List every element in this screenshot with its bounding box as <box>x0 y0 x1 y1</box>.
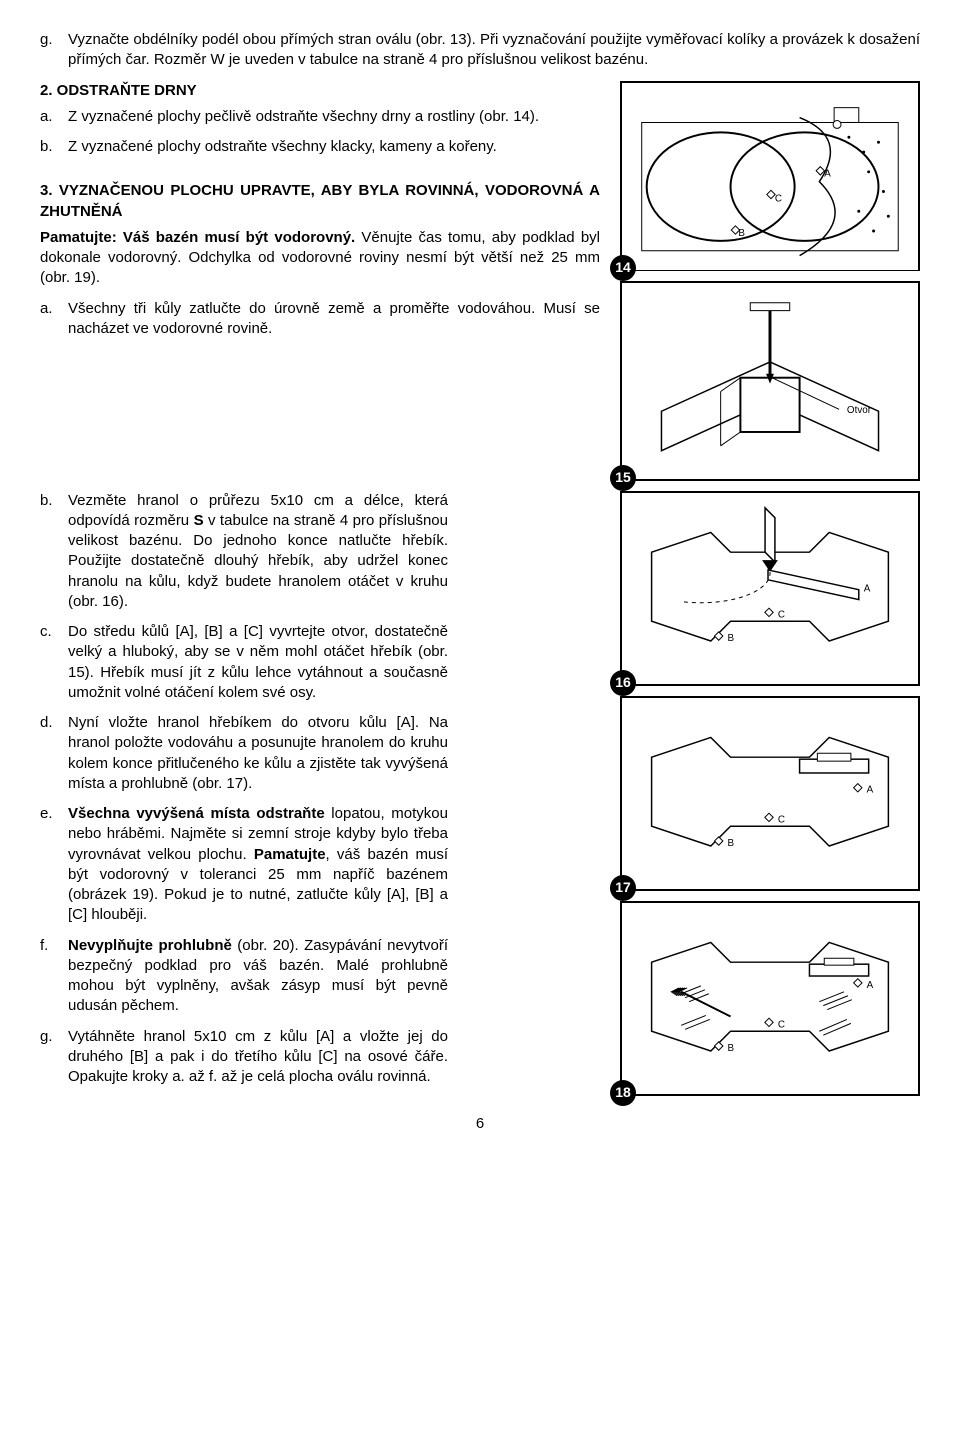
list-letter: e. <box>40 804 58 926</box>
sec3-item-b: b. Vezměte hranol o průřezu 5x10 cm a dé… <box>40 491 600 613</box>
figure-18-number: 18 <box>610 1080 636 1106</box>
fig14-label-c: C <box>775 193 782 204</box>
row-section2: 2. ODSTRAŇTE DRNY a. Z vyznačené plochy … <box>40 81 920 491</box>
list-letter: g. <box>40 1027 58 1088</box>
page-number: 6 <box>40 1114 920 1134</box>
section3-heading: 3. VYZNAČENOU PLOCHU UPRAVTE, ABY BYLA R… <box>40 181 600 222</box>
fig16-label-b: B <box>728 632 735 643</box>
fig18-label-c: C <box>778 1019 785 1030</box>
sec3-item-a: a. Všechny tři kůly zatlučte do úrovně z… <box>40 299 600 340</box>
list-text: Do středu kůlů [A], [B] a [C] vyvrtejte … <box>68 622 448 703</box>
figure-15: Otvor 15 <box>620 281 920 481</box>
list-text: Z vyznačené plochy odstraňte všechny kla… <box>68 137 600 157</box>
list-letter: c. <box>40 622 58 703</box>
section2-text: 2. ODSTRAŇTE DRNY a. Z vyznačené plochy … <box>40 81 600 491</box>
list-text: Vezměte hranol o průřezu 5x10 cm a délce… <box>68 491 448 613</box>
figure-14: A B C 14 <box>620 81 920 271</box>
section3-intro-bold: Pamatujte: Váš bazén musí být vodorovný. <box>40 229 355 246</box>
figure-18-svg: A C B <box>622 903 918 1095</box>
fig17-label-c: C <box>778 814 785 825</box>
fig14-label-a: A <box>824 168 831 179</box>
fig18-label-a: A <box>867 979 874 990</box>
figure-17: A C B 17 <box>620 696 920 891</box>
section3-intro: Pamatujte: Váš bazén musí být vodorovný.… <box>40 228 600 289</box>
figure-15-svg: Otvor <box>622 283 918 480</box>
figure-16-svg: A C B <box>622 493 918 685</box>
row-section3-rest: b. Vezměte hranol o průřezu 5x10 cm a dé… <box>40 491 920 1106</box>
list-text: Všechny tři kůly zatlučte do úrovně země… <box>68 299 600 340</box>
list-text: Všechna vyvýšená místa odstraňte lopatou… <box>68 804 448 926</box>
list-letter: a. <box>40 107 58 127</box>
sec3-item-e: e. Všechna vyvýšená místa odstraňte lopa… <box>40 804 600 926</box>
figures-col-bottom: A C B 16 A C B 17 <box>620 491 920 1106</box>
figure-17-number: 17 <box>610 875 636 901</box>
fig18-label-b: B <box>728 1042 735 1053</box>
figure-16: A C B 16 <box>620 491 920 686</box>
fig15-label-otvor: Otvor <box>847 405 872 416</box>
list-text: Nevyplňujte prohlubně (obr. 20). Zasypáv… <box>68 936 448 1017</box>
section2-heading: 2. ODSTRAŇTE DRNY <box>40 81 600 101</box>
list-text: Z vyznačené plochy pečlivě odstraňte vše… <box>68 107 600 127</box>
sec3-item-g: g. Vytáhněte hranol 5x10 cm z kůlu [A] a… <box>40 1027 600 1088</box>
sec2-item-b: b. Z vyznačené plochy odstraňte všechny … <box>40 137 600 157</box>
figure-17-svg: A C B <box>622 698 918 890</box>
list-letter: b. <box>40 137 58 157</box>
figure-14-svg: A B C <box>622 83 918 270</box>
sec3-item-c: c. Do středu kůlů [A], [B] a [C] vyvrtej… <box>40 622 600 703</box>
figure-15-number: 15 <box>610 465 636 491</box>
list-letter: f. <box>40 936 58 1017</box>
sec3-item-d: d. Nyní vložte hranol hřebíkem do otvoru… <box>40 713 600 794</box>
list-text: Vyznačte obdélníky podél obou přímých st… <box>68 30 920 71</box>
fig16-label-c: C <box>778 609 785 620</box>
list-letter: b. <box>40 491 58 613</box>
list-letter: d. <box>40 713 58 794</box>
figure-14-number: 14 <box>610 255 636 281</box>
figure-16-number: 16 <box>610 670 636 696</box>
list-letter: g. <box>40 30 58 71</box>
sec3-item-f: f. Nevyplňujte prohlubně (obr. 20). Zasy… <box>40 936 600 1017</box>
list-text: Nyní vložte hranol hřebíkem do otvoru ků… <box>68 713 448 794</box>
section3-rest-text: b. Vezměte hranol o průřezu 5x10 cm a dé… <box>40 491 600 1106</box>
figure-18: A C B 18 <box>620 901 920 1096</box>
fig17-label-a: A <box>867 784 874 795</box>
figures-col-top: A B C 14 Otvor 15 <box>620 81 920 491</box>
fig16-label-a: A <box>864 583 871 594</box>
fig17-label-b: B <box>728 837 735 848</box>
sec2-item-a: a. Z vyznačené plochy pečlivě odstraňte … <box>40 107 600 127</box>
list-text: Vytáhněte hranol 5x10 cm z kůlu [A] a vl… <box>68 1027 448 1088</box>
intro-item-g: g. Vyznačte obdélníky podél obou přímých… <box>40 30 920 71</box>
list-letter: a. <box>40 299 58 340</box>
